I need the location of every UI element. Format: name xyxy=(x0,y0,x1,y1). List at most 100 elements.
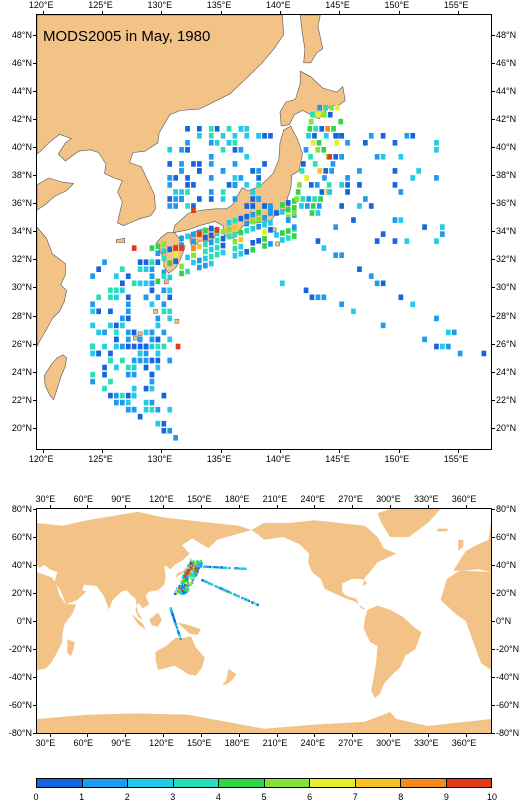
map-title: MODS2005 in May, 1980 xyxy=(43,28,211,45)
lon-tick-label: 120°E xyxy=(28,454,54,464)
lon-tick xyxy=(457,449,459,453)
data-cell xyxy=(125,336,131,343)
data-cell xyxy=(220,168,226,174)
data-cell xyxy=(227,590,230,593)
data-cell xyxy=(173,189,178,195)
data-cell xyxy=(125,343,131,350)
color-scale-label: 5 xyxy=(261,792,267,802)
data-cell xyxy=(398,217,404,223)
data-cell xyxy=(120,343,125,350)
lon-tick-label: 300°E xyxy=(376,738,401,748)
data-cell xyxy=(250,218,256,225)
data-cell xyxy=(125,392,131,399)
data-cell xyxy=(181,583,184,586)
data-cell xyxy=(228,566,231,570)
data-cell xyxy=(280,230,285,236)
data-cell xyxy=(309,294,315,301)
lon-tick xyxy=(352,733,354,737)
lat-tick-label: 28°N xyxy=(496,310,517,321)
data-cell xyxy=(285,207,291,213)
data-cell xyxy=(203,227,208,234)
lat-tick xyxy=(33,565,37,566)
data-cell xyxy=(256,133,261,139)
lat-tick-label: -20°N xyxy=(496,644,520,654)
data-cell xyxy=(262,215,267,221)
lat-tick-label: 26°N xyxy=(496,338,517,349)
color-scale-swatch xyxy=(37,779,83,787)
lat-tick-label: 46°N xyxy=(496,57,517,68)
data-cell xyxy=(192,564,195,567)
taiwan xyxy=(43,354,67,401)
data-cell xyxy=(102,259,107,265)
data-cell xyxy=(222,566,225,569)
data-cell xyxy=(329,104,334,111)
data-cell xyxy=(250,168,256,174)
data-cell xyxy=(155,357,161,364)
data-cell xyxy=(175,343,181,350)
data-cell xyxy=(196,560,199,563)
lon-tick xyxy=(390,733,392,737)
data-cell xyxy=(345,140,350,146)
data-cell xyxy=(299,203,304,209)
lon-tick-label: 240°E xyxy=(300,494,326,504)
data-cell xyxy=(357,182,362,188)
lat-tick-label: 38°N xyxy=(11,170,32,181)
data-cell xyxy=(187,569,191,573)
data-cell xyxy=(434,238,439,244)
lat-tick-label: 36°N xyxy=(496,198,517,209)
lon-tick-label: 125°E xyxy=(88,454,113,464)
data-cell xyxy=(312,161,318,167)
data-cell xyxy=(310,111,315,118)
data-cell xyxy=(96,266,101,272)
data-cell xyxy=(220,228,226,235)
data-cell xyxy=(308,182,314,188)
data-cell xyxy=(143,350,149,357)
data-cell xyxy=(215,585,218,588)
data-cell xyxy=(199,565,202,568)
data-cell xyxy=(209,583,213,586)
data-cell xyxy=(131,357,137,364)
data-cell xyxy=(398,294,404,301)
data-cell xyxy=(167,274,173,281)
data-cell xyxy=(167,315,173,322)
lat-tick-label: -80°N xyxy=(8,728,32,738)
observation-cells xyxy=(90,104,487,441)
data-cell xyxy=(339,133,344,139)
data-cell xyxy=(185,590,188,593)
data-cell xyxy=(131,406,137,413)
data-cell xyxy=(173,251,178,258)
data-cell xyxy=(363,140,368,146)
data-cell xyxy=(313,126,319,132)
data-cell xyxy=(255,603,258,606)
data-cell xyxy=(226,182,232,188)
data-cell xyxy=(167,246,173,253)
data-cell xyxy=(262,229,267,235)
data-cell xyxy=(161,269,167,276)
data-cell xyxy=(345,189,350,195)
data-cell xyxy=(291,233,297,239)
data-cell xyxy=(167,287,173,294)
data-cell xyxy=(114,287,119,294)
data-cell xyxy=(268,220,273,226)
data-cell xyxy=(256,238,261,244)
new-zealand xyxy=(222,668,237,686)
data-cell xyxy=(220,242,226,249)
data-cell xyxy=(434,343,439,350)
data-cell xyxy=(440,343,445,350)
data-cell xyxy=(190,577,193,581)
data-cell xyxy=(185,189,190,195)
data-cell xyxy=(214,126,220,132)
data-cell xyxy=(183,589,186,592)
data-cell xyxy=(339,154,344,160)
data-cell xyxy=(223,589,226,592)
lon-tick xyxy=(220,11,222,15)
data-cell xyxy=(155,350,161,357)
data-cell xyxy=(333,252,338,258)
data-cell xyxy=(161,427,167,434)
data-cell xyxy=(232,196,238,202)
data-cell xyxy=(315,294,321,301)
data-cell xyxy=(232,224,238,231)
data-cell xyxy=(314,182,320,188)
data-cell xyxy=(315,210,321,216)
color-scale-label: 7 xyxy=(352,792,358,802)
